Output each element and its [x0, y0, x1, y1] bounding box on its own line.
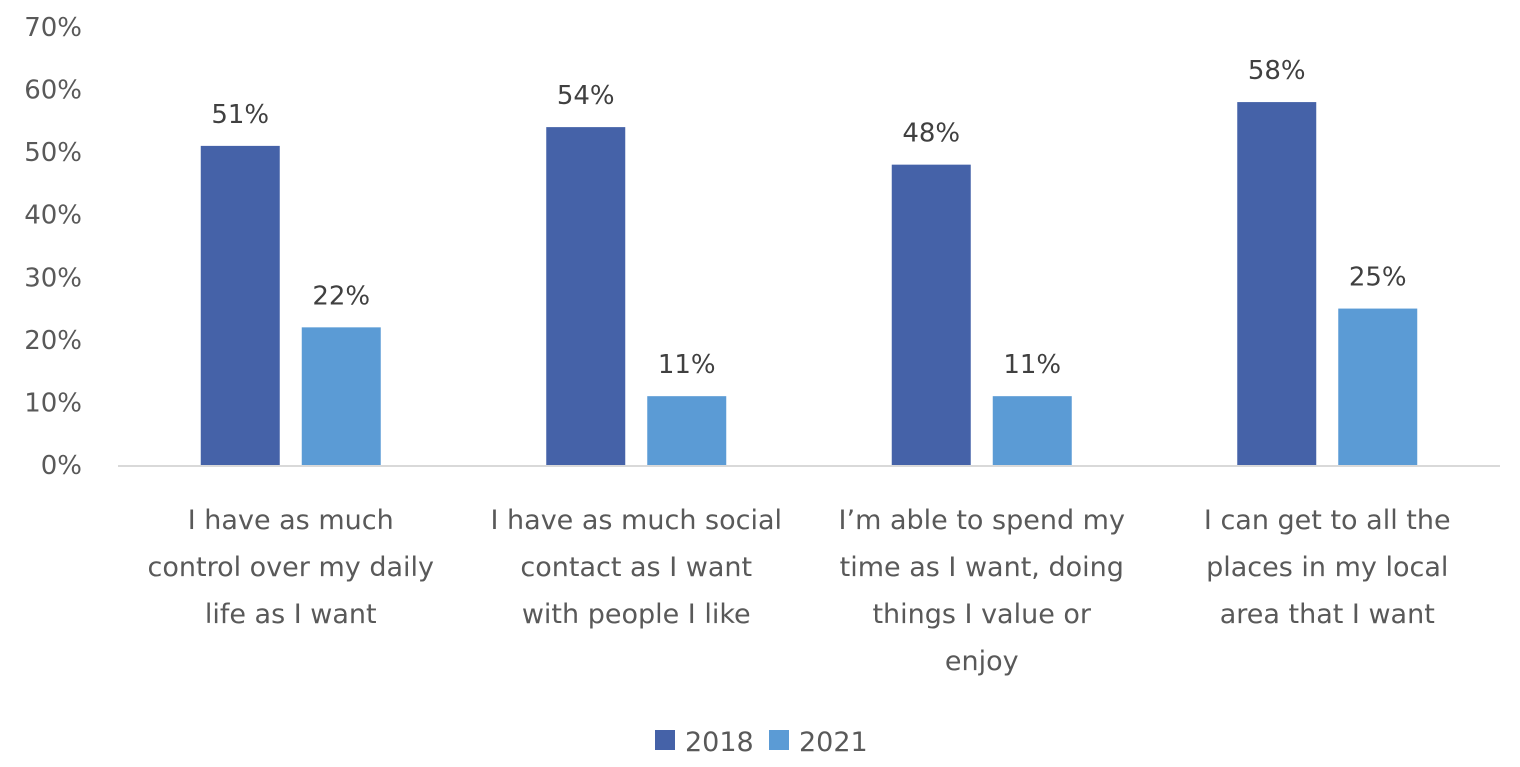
bar-2021-1: [301, 327, 381, 465]
y-tick-label: 50%: [24, 138, 82, 168]
data-labels: 51% 22% 54% 11% 48% 11% 58% 25%: [211, 56, 1406, 380]
y-tick-label: 60%: [24, 76, 82, 106]
bar-2018-1: [200, 145, 280, 465]
bar-2018-3: [891, 164, 971, 465]
y-tick-label: 20%: [24, 326, 82, 356]
y-tick-label: 10%: [24, 388, 82, 418]
x-axis: I have as much control over my daily life …: [148, 505, 1451, 677]
legend-swatch-2018: [655, 730, 675, 750]
y-tick-label: 40%: [24, 201, 82, 231]
data-label-2021-3: 11%: [1003, 350, 1061, 380]
data-label-2018-2: 54%: [557, 81, 615, 111]
data-label-2018-1: 51%: [211, 100, 269, 130]
bar-2018-2: [546, 127, 626, 465]
data-label-2018-3: 48%: [902, 119, 960, 149]
category-label: I have as much social contact as I want wi…: [490, 505, 782, 630]
y-tick-label: 30%: [24, 263, 82, 293]
y-tick-label: 0%: [41, 451, 82, 481]
legend-label-2021: 2021: [799, 727, 868, 758]
bar-2021-2: [647, 396, 727, 465]
bar-2021-3: [992, 396, 1072, 465]
bar-2021-4: [1338, 308, 1418, 465]
legend-swatch-2021: [769, 730, 789, 750]
category-label: I can get to all the places in my local ar…: [1204, 505, 1451, 630]
legend-label-2018: 2018: [685, 727, 754, 758]
bars: [200, 102, 1418, 465]
category-label: I have as much control over my daily life …: [148, 505, 435, 630]
data-label-2021-1: 22%: [312, 281, 370, 311]
data-label-2021-4: 25%: [1349, 263, 1407, 293]
y-tick-label: 70%: [24, 13, 82, 43]
y-axis: 0% 10% 20% 30% 40% 50% 60% 70%: [24, 13, 82, 481]
legend: 2018 2021: [655, 727, 868, 758]
data-label-2018-4: 58%: [1248, 56, 1306, 86]
data-label-2021-2: 11%: [658, 350, 716, 380]
bar-2018-4: [1237, 102, 1317, 465]
category-label: I’m able to spend my time as I want, doin…: [839, 505, 1125, 677]
